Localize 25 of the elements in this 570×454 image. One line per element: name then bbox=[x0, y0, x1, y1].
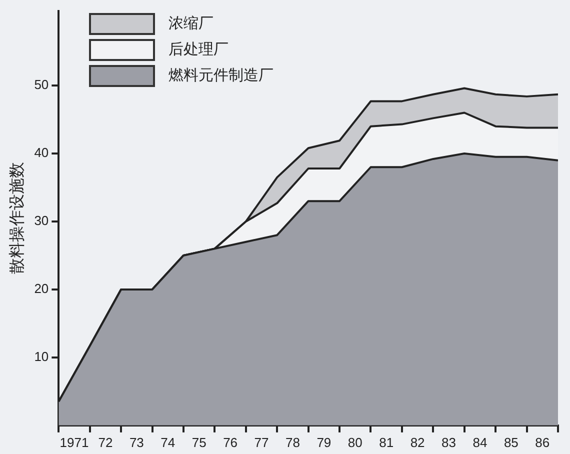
y-axis-title: 散料操作设施数 bbox=[8, 162, 26, 274]
x-tick-label: 82 bbox=[410, 434, 425, 450]
x-tick-label: 74 bbox=[160, 434, 176, 450]
y-tick-label: 40 bbox=[34, 145, 49, 160]
x-tick-label: 76 bbox=[223, 434, 238, 450]
x-tick-label: 83 bbox=[442, 434, 456, 450]
y-tick-label: 20 bbox=[34, 281, 49, 296]
x-tick-label: 78 bbox=[285, 434, 300, 450]
x-tick-label: 81 bbox=[379, 434, 394, 450]
x-tick-label: 75 bbox=[192, 434, 206, 450]
x-tick-label: 85 bbox=[504, 434, 518, 450]
x-tick-label: 72 bbox=[98, 434, 113, 450]
x-tick-label: 1971 bbox=[60, 434, 89, 450]
x-tick-label: 80 bbox=[348, 434, 362, 450]
x-tick-label: 79 bbox=[316, 434, 332, 450]
legend-label: 燃料元件制造厂 bbox=[168, 66, 274, 86]
legend-label: 浓缩厂 bbox=[168, 14, 214, 34]
x-tick-label: 73 bbox=[129, 434, 144, 450]
x-tick-label: 77 bbox=[254, 434, 269, 450]
x-tick-label: 84 bbox=[472, 434, 488, 450]
legend-label: 后处理厂 bbox=[168, 40, 229, 60]
x-tick-label: 86 bbox=[535, 434, 550, 450]
y-tick-label: 50 bbox=[34, 77, 49, 92]
y-tick-label: 30 bbox=[34, 213, 49, 228]
y-tick-label: 10 bbox=[34, 349, 49, 364]
